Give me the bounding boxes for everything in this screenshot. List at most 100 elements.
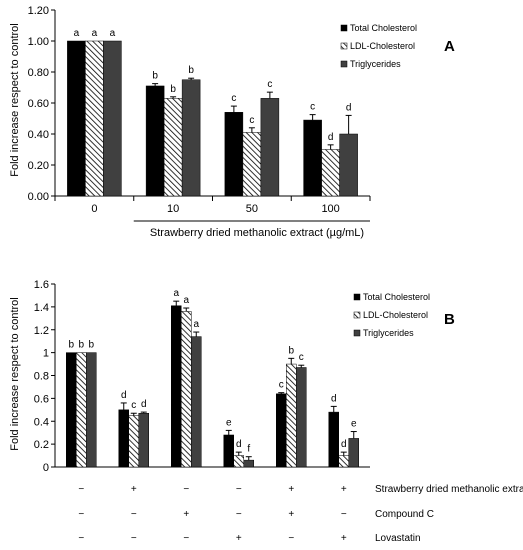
panel-a-y-tick-label: 0.60 [28,98,49,110]
panel-a-significance-letter: b [170,84,176,95]
panel-a-bar [163,98,183,197]
panel-b-condition-mark: − [236,509,242,520]
panel-b-condition-mark: − [183,533,189,544]
panel-b-significance-letter: a [193,319,199,330]
panel-b-y-tick-label: 0.8 [34,371,49,383]
panel-b-condition-label: Strawberry dried methanolic extract [375,484,523,495]
panel-b-significance-letter: e [226,417,232,428]
panel-a-significance-letter: a [110,28,116,39]
panel-b-condition-mark: − [78,509,84,520]
panel-b-condition-mark: − [236,484,242,495]
panel-a-significance-letter: d [346,102,352,113]
panel-b-bar [328,411,339,468]
panel-a-y-tick-label: 1.20 [28,5,49,17]
panel-b-legend-swatch [353,329,361,337]
panel-b-significance-letter: c [131,400,136,411]
panel-b-condition-mark: + [288,509,294,520]
panel-b-condition-mark: − [183,484,189,495]
panel-b-legend-label: LDL-Cholesterol [363,310,428,320]
panel-a-bar [67,40,86,197]
panel-b-condition-mark: − [78,484,84,495]
panel-b-legend-swatch [353,311,361,319]
panel-b-y-tick-label: 0.2 [34,439,49,451]
panel-a-label: A [444,38,455,55]
panel-a-bar [260,98,280,197]
panel-a-significance-letter: b [152,71,158,82]
panel-a-legend: Total Cholesterol LDL-Cholesterol Triglyce… [340,23,417,69]
panel-b-bar [138,412,149,468]
panel-b-condition-mark: − [78,533,84,544]
panel-b-bar [66,352,77,468]
panel-b-condition-mark: − [131,533,137,544]
panel-b-significance-letter: b [288,345,294,356]
panel-b-y-tick-label: 0.6 [34,393,49,405]
panel-b-condition-label: Lovastatin [375,533,421,544]
panel-a-legend-label: LDL-Cholesterol [350,41,415,51]
panel-b-bar [86,352,97,468]
panel-b-y-tick-label: 0.4 [34,416,49,428]
panel-b-bar [296,367,307,468]
panel-b-condition-mark: − [131,509,137,520]
panel-b-y-tick-label: 1.6 [34,279,49,291]
panel-b-significance-letter: c [279,380,284,391]
panel-b-bar [76,352,87,468]
panel-a-significance-letter: c [231,93,236,104]
panel-a-x-ticks: 0 10 50 100 [54,196,371,222]
panel-a-category-label: 0 [91,203,97,215]
panel-a-significance-letter: d [328,132,334,143]
panel-b-significance-letter: a [173,288,179,299]
panel-a-bar [321,149,340,197]
panel-a: A Fold increase respect to control Straw… [9,5,455,239]
panel-a-bar [85,40,104,197]
panel-b-legend-label: Total Cholesterol [363,292,430,302]
panel-a-xlabel: Strawberry dried methanolic extract (µg/… [150,227,364,239]
panel-b-condition-mark: + [341,484,347,495]
panel-b-bar [181,311,192,468]
panel-b-condition-label: Compound C [375,509,434,520]
panel-a-significance-letter: b [188,65,194,76]
panel-b-legend-label: Triglycerides [363,328,414,338]
panel-a-significance-letter: a [74,28,80,39]
panel-b-significance-letter: d [331,393,337,404]
panel-a-bars: a a a b b b c c c c d d [67,28,358,197]
panel-a-significance-letter: a [92,28,98,39]
panel-b-bar [276,393,287,468]
panel-b-bar [338,455,349,468]
panel-b-significance-letter: d [121,390,127,401]
panel-b-conditions: − + − − + + Strawberry dried methanolic extrac… [78,484,523,544]
panel-b-y-tick-label: 1 [43,348,49,360]
panel-b-bar [191,336,202,468]
panel-b-significance-letter: b [88,340,94,351]
panel-a-category-label: 100 [321,203,339,215]
panel-b-condition-mark: − [288,533,294,544]
panel-a-y-tick-label: 0.00 [28,191,49,203]
panel-b-y-tick-label: 0 [43,462,49,474]
panel-b-ylabel: Fold increase respect to control [9,297,21,450]
panel-b-legend: Total Cholesterol LDL-Cholesterol Triglyce… [353,292,430,338]
panel-b-legend-swatch [353,293,361,301]
panel-a-legend-label: Triglycerides [350,59,401,69]
panel-a-bar [103,40,122,197]
panel-a-bar [224,112,244,197]
panel-b-bar [233,455,244,468]
panel-b-bar [243,459,254,468]
panel-b-y-tick-label: 1.2 [34,325,49,337]
panel-b-label: B [444,311,455,328]
panel-b-bar [128,415,139,468]
panel-b-significance-letter: f [247,444,250,455]
panel-b-bar [223,434,234,468]
panel-b-condition-mark: + [288,484,294,495]
panel-b-condition-mark: + [131,484,137,495]
panel-b-significance-letter: d [236,439,242,450]
panel-b-condition-mark: + [341,533,347,544]
panel-a-category-label: 10 [167,203,179,215]
panel-a-bar [242,132,262,197]
panel-a-legend-swatch [340,42,348,50]
panel-a-bar [339,133,358,197]
panel-a-significance-letter: c [310,102,315,113]
panel-a-bar [145,85,165,197]
panel-a-category-label: 50 [246,203,258,215]
panel-b-significance-letter: d [141,399,147,410]
panel-b-condition-mark: + [236,533,242,544]
